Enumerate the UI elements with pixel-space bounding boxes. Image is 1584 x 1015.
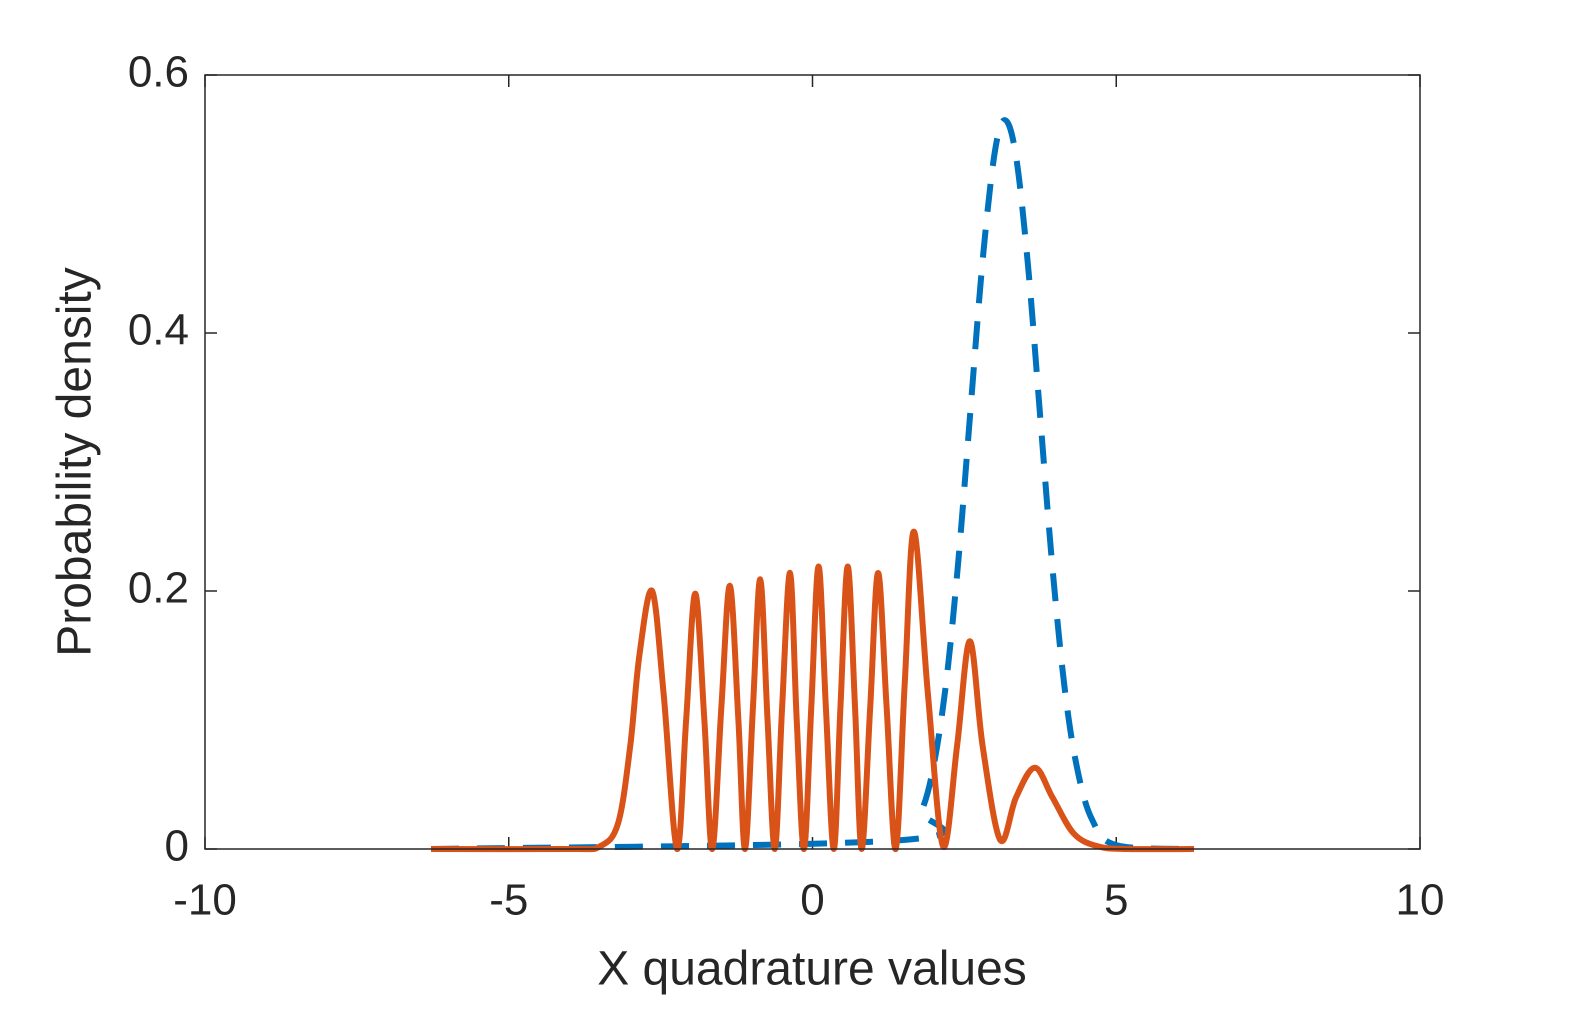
- x-tick-label: 10: [1396, 876, 1445, 925]
- y-axis-label: Probability density: [49, 267, 102, 657]
- data-line: [430, 117, 1195, 852]
- x-axis-label: X quadrature values: [597, 943, 1027, 996]
- x-tick-label: 5: [1104, 876, 1128, 925]
- data-line: [430, 528, 1195, 853]
- y-tick-label: 0: [165, 822, 189, 871]
- x-tick-label: -5: [489, 876, 528, 925]
- x-tick-label: 0: [800, 876, 824, 925]
- y-tick-label: 0.4: [128, 306, 189, 355]
- x-tick-label: -10: [173, 876, 237, 925]
- plot-frame: [204, 74, 1421, 850]
- y-tick-label: 0.2: [128, 564, 189, 613]
- y-tick-label: 0.6: [128, 48, 189, 97]
